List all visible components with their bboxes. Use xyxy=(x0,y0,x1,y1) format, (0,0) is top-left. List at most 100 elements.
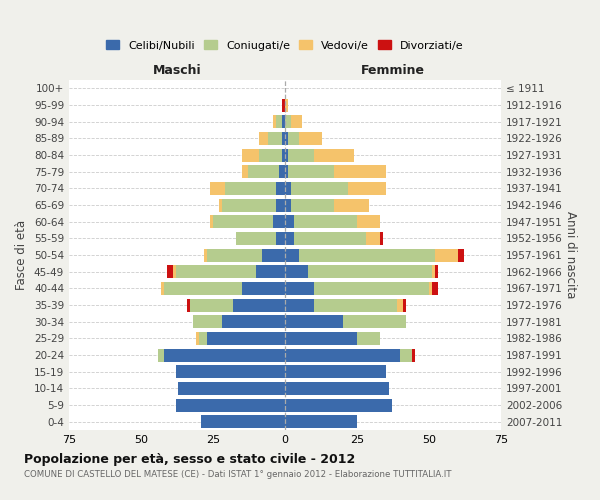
Bar xyxy=(285,248,299,262)
Bar xyxy=(285,165,288,178)
Bar xyxy=(259,148,282,162)
Bar xyxy=(164,348,285,362)
Bar xyxy=(343,315,406,328)
Bar xyxy=(224,182,277,195)
Bar xyxy=(299,248,435,262)
Bar xyxy=(277,182,285,195)
Bar xyxy=(277,198,285,211)
Bar xyxy=(365,232,380,245)
Bar xyxy=(288,148,314,162)
Bar xyxy=(213,215,274,228)
Bar xyxy=(178,382,285,395)
Bar xyxy=(277,115,282,128)
Bar xyxy=(274,115,277,128)
Bar xyxy=(173,265,176,278)
Bar xyxy=(207,332,285,345)
Bar xyxy=(158,348,164,362)
Bar xyxy=(164,282,242,295)
Bar xyxy=(308,265,432,278)
Bar xyxy=(279,165,285,178)
Bar xyxy=(196,332,199,345)
Bar xyxy=(190,298,233,312)
Bar xyxy=(285,132,288,145)
Bar xyxy=(380,232,383,245)
Bar xyxy=(282,132,285,145)
Bar xyxy=(207,248,262,262)
Bar xyxy=(314,148,354,162)
Bar xyxy=(285,98,288,112)
Text: Maschi: Maschi xyxy=(152,64,202,76)
Bar xyxy=(285,315,343,328)
Bar xyxy=(357,332,380,345)
Bar xyxy=(334,198,368,211)
Bar xyxy=(285,148,288,162)
Bar xyxy=(299,132,322,145)
Bar xyxy=(429,282,432,295)
Bar xyxy=(242,282,285,295)
Bar xyxy=(403,298,406,312)
Bar xyxy=(259,132,268,145)
Y-axis label: Anni di nascita: Anni di nascita xyxy=(563,212,577,298)
Text: Femmine: Femmine xyxy=(361,64,425,76)
Bar xyxy=(282,115,285,128)
Text: COMUNE DI CASTELLO DEL MATESE (CE) - Dati ISTAT 1° gennaio 2012 - Elaborazione T: COMUNE DI CASTELLO DEL MATESE (CE) - Dat… xyxy=(24,470,452,479)
Bar xyxy=(458,248,464,262)
Bar xyxy=(432,265,435,278)
Bar xyxy=(285,232,293,245)
Bar xyxy=(242,165,248,178)
Bar xyxy=(285,282,314,295)
Bar xyxy=(349,182,386,195)
Bar xyxy=(291,198,334,211)
Bar xyxy=(242,148,259,162)
Bar xyxy=(167,265,173,278)
Text: Popolazione per età, sesso e stato civile - 2012: Popolazione per età, sesso e stato civil… xyxy=(24,452,355,466)
Bar xyxy=(285,182,291,195)
Bar xyxy=(161,282,164,295)
Bar xyxy=(219,198,221,211)
Bar xyxy=(314,298,397,312)
Bar xyxy=(268,132,282,145)
Bar xyxy=(202,415,285,428)
Bar xyxy=(285,365,386,378)
Bar xyxy=(400,348,412,362)
Bar xyxy=(288,165,334,178)
Bar xyxy=(221,315,285,328)
Bar xyxy=(285,415,357,428)
Bar xyxy=(199,332,207,345)
Bar xyxy=(233,298,285,312)
Bar xyxy=(282,98,285,112)
Y-axis label: Fasce di età: Fasce di età xyxy=(16,220,28,290)
Bar xyxy=(291,182,349,195)
Bar xyxy=(210,215,213,228)
Bar xyxy=(236,232,277,245)
Bar xyxy=(285,198,291,211)
Bar xyxy=(193,315,221,328)
Bar xyxy=(435,265,437,278)
Bar xyxy=(293,215,357,228)
Bar xyxy=(432,282,437,295)
Bar xyxy=(288,132,299,145)
Bar xyxy=(291,115,302,128)
Bar xyxy=(256,265,285,278)
Bar xyxy=(282,148,285,162)
Bar xyxy=(210,182,224,195)
Bar xyxy=(285,265,308,278)
Bar xyxy=(176,365,285,378)
Bar xyxy=(277,232,285,245)
Bar xyxy=(435,248,458,262)
Bar xyxy=(285,115,291,128)
Bar xyxy=(334,165,386,178)
Bar xyxy=(285,382,389,395)
Bar xyxy=(205,248,207,262)
Bar xyxy=(262,248,285,262)
Bar xyxy=(314,282,429,295)
Bar xyxy=(412,348,415,362)
Bar xyxy=(357,215,380,228)
Bar xyxy=(176,265,256,278)
Bar xyxy=(285,215,293,228)
Bar xyxy=(293,232,365,245)
Bar xyxy=(285,332,357,345)
Bar xyxy=(285,348,400,362)
Bar xyxy=(397,298,403,312)
Bar xyxy=(187,298,190,312)
